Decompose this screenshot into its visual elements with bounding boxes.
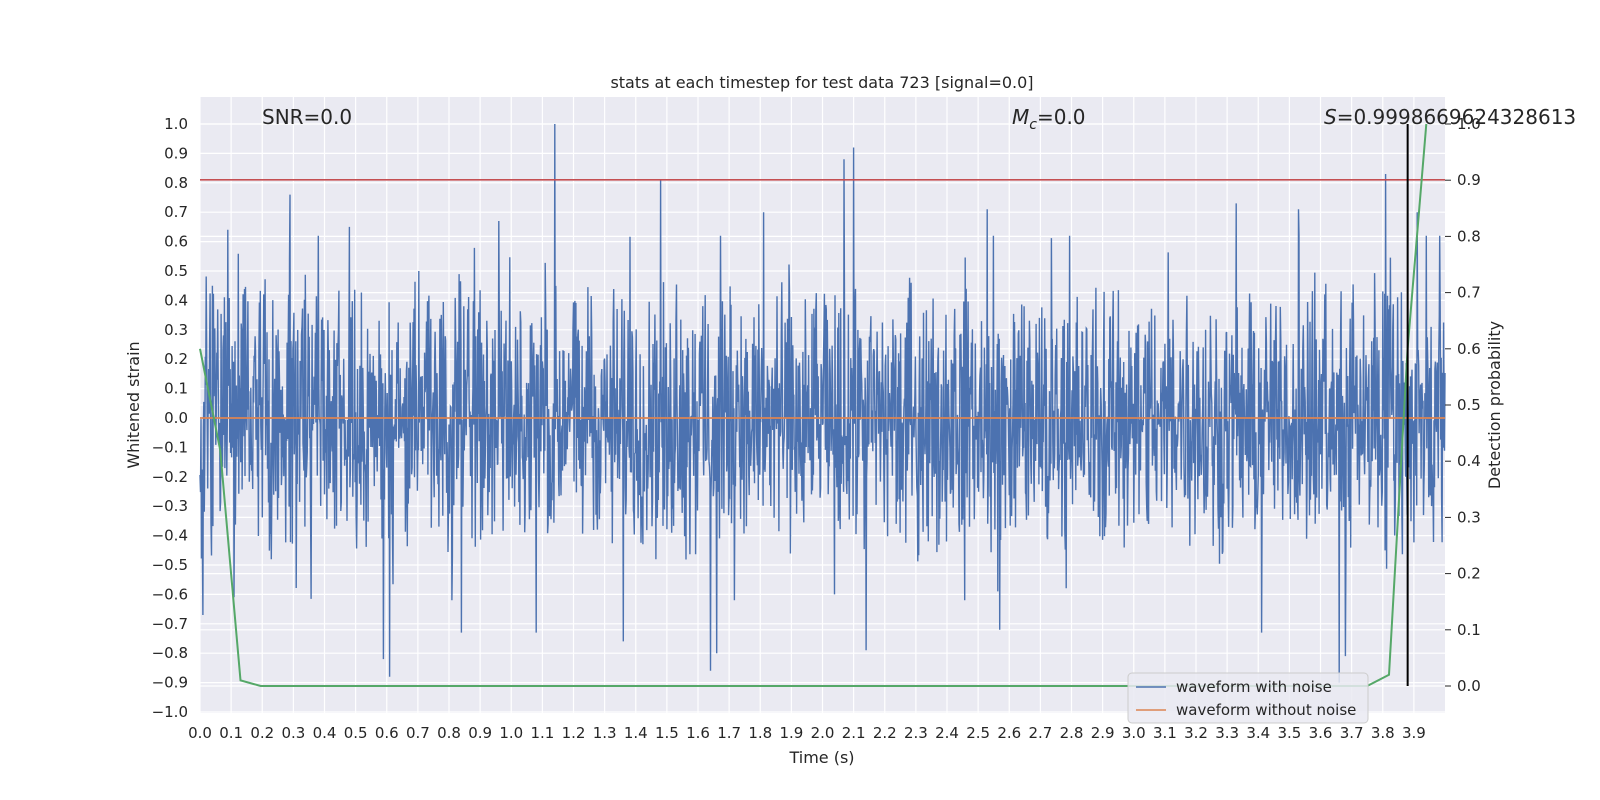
snr-annotation: SNR=0.0 (262, 105, 352, 129)
y2-tick-label: 0.2 (1457, 565, 1481, 583)
x-tick-label: 2.5 (966, 724, 990, 742)
y-tick-label: 0.7 (164, 203, 188, 221)
x-tick-label: 0.4 (313, 724, 337, 742)
y2-tick-label: 0.8 (1457, 227, 1481, 245)
x-tick-label: 3.9 (1402, 724, 1426, 742)
y2-tick-label: 0.6 (1457, 340, 1481, 358)
mc-symbol: M (1012, 105, 1029, 129)
y-tick-label: 1.0 (164, 115, 188, 133)
x-tick-label: 0.7 (406, 724, 430, 742)
y-tick-label: −0.1 (152, 438, 188, 456)
x-tick-label: 2.4 (935, 724, 959, 742)
chart-title: stats at each timestep for test data 723… (610, 73, 1033, 92)
s-value: =0.9998669624328613 (1337, 105, 1576, 129)
x-tick-label: 1.0 (499, 724, 523, 742)
y-tick-label: −0.7 (152, 615, 188, 633)
y2-tick-label: 0.7 (1457, 284, 1481, 302)
y-tick-label: 0.4 (164, 291, 188, 309)
x-tick-label: 3.8 (1371, 724, 1395, 742)
x-tick-label: 0.3 (281, 724, 305, 742)
y2-axis-label: Detection probability (1485, 321, 1504, 489)
y-tick-label: −0.2 (152, 468, 188, 486)
x-tick-label: 1.7 (717, 724, 741, 742)
y-tick-label: 0.3 (164, 321, 188, 339)
x-tick-label: 1.8 (748, 724, 772, 742)
score-annotation: S=0.9998669624328613 (1324, 105, 1576, 129)
y-tick-label: 0.6 (164, 233, 188, 251)
x-tick-label: 0.0 (188, 724, 212, 742)
y2-tick-label: 0.3 (1457, 508, 1481, 526)
y-tick-label: −0.8 (152, 644, 188, 662)
y-tick-label: 0.9 (164, 144, 188, 162)
x-tick-label: 3.0 (1122, 724, 1146, 742)
x-tick-label: 2.2 (873, 724, 897, 742)
y-tick-label: −0.5 (152, 556, 188, 574)
legend-label-waveform-with-noise: waveform with noise (1176, 678, 1332, 696)
x-tick-label: 2.7 (1028, 724, 1052, 742)
x-tick-label: 3.6 (1309, 724, 1333, 742)
x-tick-label: 1.5 (655, 724, 679, 742)
y-tick-label: 0.0 (164, 409, 188, 427)
y-tick-label: −0.4 (152, 527, 188, 545)
noise-waveform-line (199, 123, 1446, 683)
ticks: 0.0 0.1 0.2 0.3 0.4 0.5 0.6 0.7 0.8 0.9 1.0 1.1 1.2 1… (152, 115, 1481, 742)
y2-tick-label: 0.1 (1457, 621, 1481, 639)
y-tick-label: 0.8 (164, 174, 188, 192)
x-tick-label: 0.9 (468, 724, 492, 742)
legend: waveform with noise waveform without noi… (1127, 672, 1369, 724)
x-tick-label: 1.3 (593, 724, 617, 742)
y-axis-label: Whitened strain (124, 341, 143, 468)
chirp-mass-annotation: Mc=0.0 (1012, 105, 1086, 133)
x-tick-label: 1.2 (562, 724, 586, 742)
x-tick-label: 2.3 (904, 724, 928, 742)
x-tick-label: 3.7 (1340, 724, 1364, 742)
x-tick-label: 3.2 (1184, 724, 1208, 742)
y-tick-label: −0.6 (152, 585, 188, 603)
x-tick-label: 1.6 (686, 724, 710, 742)
x-tick-label: 3.4 (1246, 724, 1270, 742)
y2-tick-label: 0.0 (1457, 677, 1481, 695)
y2-tick-label: 0.9 (1457, 171, 1481, 189)
x-tick-label: 3.5 (1277, 724, 1301, 742)
x-tick-label: 1.1 (530, 724, 554, 742)
y2-tick-label: 0.5 (1457, 396, 1481, 414)
x-tick-label: 2.8 (1060, 724, 1084, 742)
x-tick-label: 2.6 (997, 724, 1021, 742)
x-tick-label: 0.1 (219, 724, 243, 742)
y-tick-label: 0.5 (164, 262, 188, 280)
legend-frame (1127, 672, 1369, 724)
y2-tick-label: 0.4 (1457, 452, 1481, 470)
mc-value: =0.0 (1037, 105, 1086, 129)
y-tick-label: 0.2 (164, 350, 188, 368)
mc-subscript: c (1029, 117, 1037, 133)
x-tick-label: 1.4 (624, 724, 648, 742)
x-tick-label: 0.8 (437, 724, 461, 742)
detection-probability-line (199, 123, 1428, 687)
noise-waveform-layer (199, 123, 1446, 683)
x-tick-label: 0.6 (375, 724, 399, 742)
x-tick-label: 0.2 (250, 724, 274, 742)
x-axis-label: Time (s) (788, 748, 854, 767)
x-tick-label: 3.1 (1153, 724, 1177, 742)
x-tick-label: 2.0 (811, 724, 835, 742)
x-tick-label: 1.9 (779, 724, 803, 742)
s-symbol: S (1324, 105, 1337, 129)
x-tick-label: 2.9 (1091, 724, 1115, 742)
x-tick-label: 2.1 (842, 724, 866, 742)
legend-label-waveform-without-noise: waveform without noise (1176, 701, 1356, 719)
y-tick-label: −1.0 (152, 703, 188, 721)
y-tick-label: −0.3 (152, 497, 188, 515)
x-tick-label: 3.3 (1215, 724, 1239, 742)
x-tick-label: 0.5 (344, 724, 368, 742)
y-tick-label: −0.9 (152, 674, 188, 692)
y2-tick-label: 1.0 (1457, 115, 1481, 133)
lines-layer (199, 123, 1445, 687)
y-tick-label: 0.1 (164, 380, 188, 398)
